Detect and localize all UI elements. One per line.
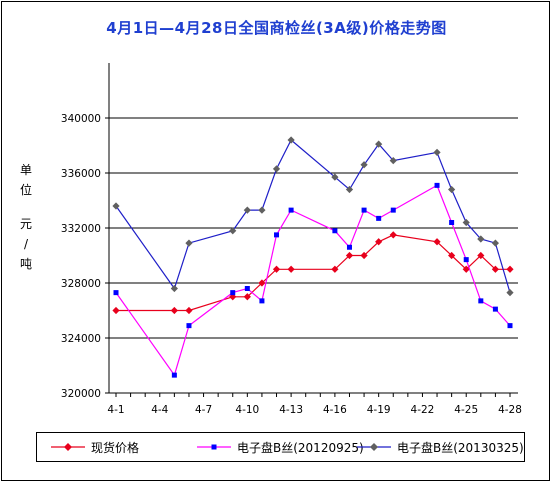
data-point-electronic-b-20120925: [230, 290, 236, 296]
data-point-electronic-b-20120925: [274, 232, 280, 238]
data-point-electronic-b-20130325: [345, 185, 354, 194]
legend-swatch-spot-price: [51, 443, 85, 451]
data-point-electronic-b-20120925: [492, 306, 498, 312]
data-point-spot-price: [112, 306, 120, 315]
data-point-electronic-b-20130325: [491, 239, 500, 247]
data-point-spot-price: [243, 293, 251, 301]
legend-label-electronic-b-20130325: 电子盘B丝(20130325): [397, 440, 524, 455]
x-tick-label: 4-4: [151, 404, 168, 416]
y-tick-label: 320000: [61, 388, 101, 400]
y-axis-label: 单 位 元 / 吨: [14, 160, 38, 274]
data-point-spot-price: [287, 265, 295, 273]
y-axis-label-char: 单: [19, 163, 32, 177]
data-point-electronic-b-20120925: [171, 372, 177, 378]
legend-label-spot-price: 现货价格: [91, 440, 140, 455]
legend-swatch-electronic-b-20120925: [197, 444, 231, 450]
data-point-electronic-b-20120925: [361, 207, 367, 213]
data-point-spot-price: [448, 251, 456, 260]
data-point-spot-price: [185, 306, 193, 315]
y-tick-label: 328000: [61, 278, 101, 290]
chart-legend: 现货价格 电子盘B丝(20120925) 电子盘B丝(20130325): [36, 432, 525, 462]
x-tick-label: 4-25: [454, 404, 478, 416]
legend-label-electronic-b-20120925: 电子盘B丝(20120925): [237, 440, 364, 455]
data-point-electronic-b-20130325: [477, 235, 485, 243]
legend-swatch-electronic-b-20130325: [357, 443, 391, 451]
x-tick-label: 4-19: [367, 404, 391, 416]
data-point-spot-price: [462, 265, 470, 273]
data-point-electronic-b-20130325: [433, 148, 441, 156]
data-point-electronic-b-20120925: [113, 290, 119, 296]
data-point-electronic-b-20130325: [462, 218, 470, 227]
data-point-electronic-b-20130325: [229, 227, 237, 235]
data-point-electronic-b-20120925: [463, 257, 469, 263]
data-point-electronic-b-20130325: [506, 289, 514, 297]
legend-item-electronic-b-20120925: 电子盘B丝(20120925): [197, 433, 364, 461]
data-point-electronic-b-20130325: [389, 157, 397, 165]
legend-item-spot-price: 现货价格: [51, 433, 139, 461]
data-point-spot-price: [331, 265, 339, 273]
data-point-electronic-b-20130325: [112, 202, 120, 210]
data-point-electronic-b-20120925: [346, 244, 352, 250]
data-point-electronic-b-20120925: [434, 182, 440, 188]
data-point-electronic-b-20130325: [243, 206, 251, 214]
x-tick-label: 4-22: [411, 404, 435, 416]
data-point-spot-price: [389, 231, 397, 239]
data-point-electronic-b-20120925: [478, 298, 484, 304]
data-point-electronic-b-20130325: [272, 165, 281, 173]
data-point-spot-price: [360, 251, 368, 260]
y-tick-label: 340000: [61, 113, 101, 125]
legend-item-electronic-b-20130325: 电子盘B丝(20130325): [357, 433, 524, 461]
data-point-spot-price: [272, 265, 281, 273]
data-point-spot-price: [433, 238, 441, 246]
data-point-electronic-b-20130325: [170, 284, 178, 293]
y-tick-label: 332000: [61, 223, 101, 235]
x-tick-label: 4-13: [279, 404, 303, 416]
y-tick-label: 336000: [61, 168, 101, 180]
y-axis-label-char: /: [23, 237, 29, 251]
data-point-electronic-b-20120925: [259, 298, 265, 304]
x-tick-label: 4-28: [498, 404, 522, 416]
x-tick-label: 4-16: [323, 404, 347, 416]
data-point-electronic-b-20130325: [375, 140, 383, 148]
data-point-electronic-b-20130325: [331, 173, 339, 181]
x-tick-label: 4-1: [107, 404, 124, 416]
data-point-electronic-b-20120925: [507, 323, 513, 329]
y-axis-label-char: 吨: [19, 257, 32, 271]
x-tick-label: 4-7: [195, 404, 212, 416]
data-point-electronic-b-20130325: [287, 136, 295, 144]
data-point-spot-price: [491, 265, 500, 273]
data-point-electronic-b-20120925: [449, 220, 455, 225]
y-axis-label-char: 元: [19, 217, 32, 231]
y-tick-label: 324000: [61, 333, 101, 345]
data-point-spot-price: [258, 279, 266, 287]
data-point-spot-price: [170, 306, 178, 315]
data-point-spot-price: [506, 265, 514, 273]
y-axis-label-char: 位: [19, 183, 32, 197]
data-point-electronic-b-20120925: [186, 323, 192, 329]
data-point-spot-price: [345, 251, 354, 260]
data-point-electronic-b-20120925: [376, 215, 382, 221]
data-point-electronic-b-20130325: [258, 206, 266, 214]
data-point-electronic-b-20120925: [390, 207, 396, 213]
data-point-spot-price: [375, 238, 383, 246]
data-point-electronic-b-20120925: [244, 286, 250, 291]
data-point-spot-price: [477, 251, 485, 260]
x-tick-label: 4-10: [235, 404, 259, 416]
data-point-electronic-b-20130325: [360, 161, 368, 169]
chart-title: 4月1日—4月28日全国商检丝(3A级)价格走势图: [106, 19, 447, 37]
data-point-electronic-b-20120925: [332, 228, 338, 234]
data-point-electronic-b-20130325: [448, 185, 456, 194]
data-point-electronic-b-20130325: [185, 239, 193, 247]
data-point-electronic-b-20120925: [288, 207, 294, 213]
